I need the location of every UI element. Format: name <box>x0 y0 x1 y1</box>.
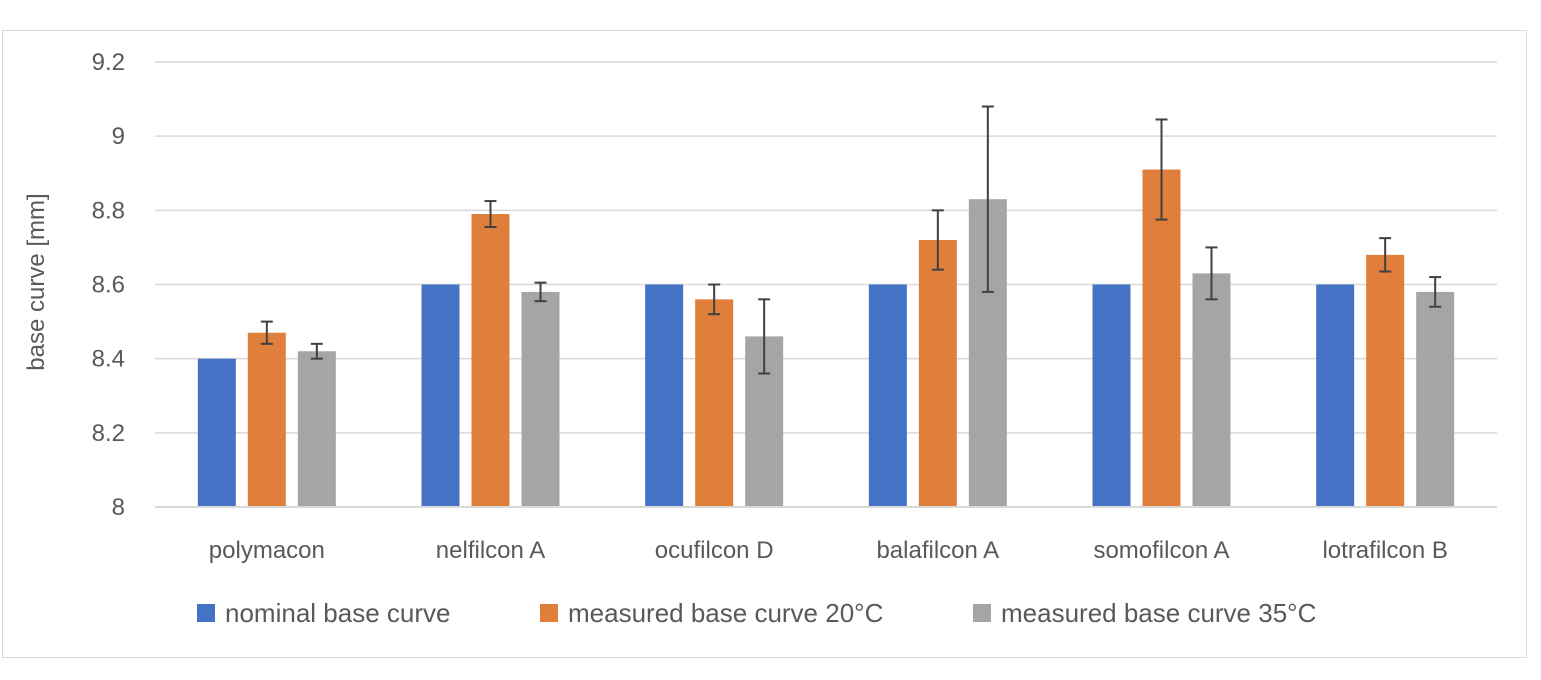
bar <box>1142 169 1181 507</box>
bar <box>471 214 510 507</box>
x-tick-label: somofilcon A <box>1093 537 1229 564</box>
legend-label: measured base curve 20°C <box>568 598 883 628</box>
bar <box>1316 284 1355 507</box>
bar <box>521 291 560 507</box>
bar <box>297 351 336 507</box>
bar <box>1416 291 1455 507</box>
x-tick-label: nelfilcon A <box>436 537 545 564</box>
legend: nominal base curve measured base curve 20… <box>197 598 1316 628</box>
legend-swatch <box>973 604 991 622</box>
bars <box>197 169 1455 508</box>
y-tick-label: 8 <box>112 494 125 521</box>
bar <box>918 240 957 507</box>
y-tick-label: 8.2 <box>92 420 125 447</box>
x-tick-label: balafilcon A <box>876 537 999 564</box>
y-tick-label: 9 <box>112 123 125 150</box>
x-tick-labels: polymacon nelfilcon A ocufilcon D balafilco… <box>209 537 1448 564</box>
bar <box>421 284 460 507</box>
bar <box>645 284 684 507</box>
y-axis-title: base curve [mm] <box>23 193 50 370</box>
x-tick-label: polymacon <box>209 537 325 564</box>
x-tick-label: ocufilcon D <box>655 537 774 564</box>
legend-swatch <box>197 604 215 622</box>
gridlines <box>155 61 1497 434</box>
legend-swatch <box>540 604 558 622</box>
bar <box>868 284 907 507</box>
legend-label: measured base curve 35°C <box>1001 598 1316 628</box>
y-tick-label: 8.6 <box>92 272 125 299</box>
bar <box>1192 273 1231 507</box>
bar <box>1092 284 1131 507</box>
legend-label: nominal base curve <box>225 598 450 628</box>
y-tick-labels: 8 8.2 8.4 8.6 8.8 9 9.2 <box>92 49 125 521</box>
error-bars <box>260 105 1442 375</box>
bar <box>1366 254 1405 507</box>
bar <box>247 332 286 507</box>
bar <box>197 358 236 507</box>
x-tick-label: lotrafilcon B <box>1322 537 1447 564</box>
y-tick-label: 8.8 <box>92 197 125 224</box>
bar <box>695 299 734 507</box>
y-tick-label: 9.2 <box>92 49 125 76</box>
y-tick-label: 8.4 <box>92 346 125 373</box>
